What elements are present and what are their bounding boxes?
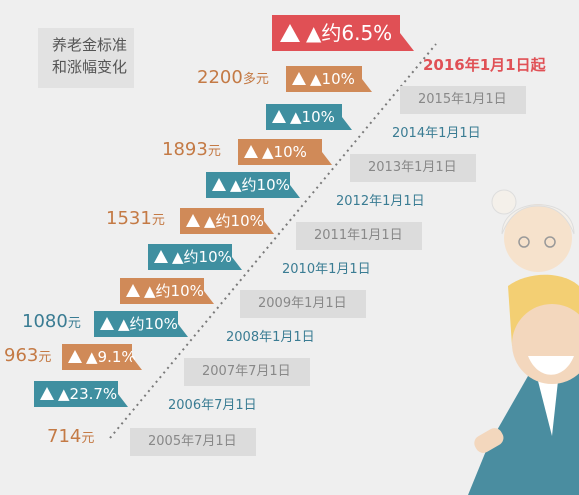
grandpa-collar	[538, 381, 558, 436]
date-2010: 2010年1月1日	[282, 262, 371, 277]
date-2013: 2013年1月1日	[350, 154, 476, 182]
date-2008: 2008年1月1日	[226, 330, 315, 345]
chart-title: 养老金标准 和涨幅变化	[38, 28, 134, 88]
grandpa-jacket	[468, 366, 579, 495]
increase-2014: ▲10%	[266, 104, 352, 130]
date-2006: 2006年7月1日	[168, 398, 257, 413]
amount-963: 963元	[4, 345, 52, 366]
glasses-icon	[544, 236, 556, 248]
increase-2010: ▲约10%	[148, 244, 242, 270]
elderly-couple-illustration	[468, 189, 579, 495]
increase-2008: ▲约10%	[94, 311, 188, 337]
increase-2012: ▲约10%	[206, 172, 300, 198]
grandma-hair	[501, 204, 575, 235]
amount-2200: 2200多元	[197, 67, 269, 88]
grandma-bun	[491, 189, 517, 215]
date-2005: 2005年7月1日	[130, 428, 256, 456]
grandpa-hand	[474, 428, 504, 453]
date-2007: 2007年7月1日	[184, 358, 310, 386]
increase-2013: ▲10%	[238, 139, 332, 165]
increase-2007: ▲9.1%	[62, 344, 142, 370]
amount-1080: 1080元	[22, 311, 81, 332]
increase-2009: ▲约10%	[120, 278, 214, 304]
date-2012: 2012年1月1日	[336, 194, 425, 209]
increase-2015: ▲10%	[286, 66, 372, 92]
start-date-label: 2016年1月1日起	[423, 56, 546, 74]
date-2009: 2009年1月1日	[240, 290, 366, 318]
title-line-2: 和涨幅变化	[52, 58, 128, 76]
increase-2016: ▲约6.5%	[272, 15, 414, 51]
increase-2006: ▲23.7%	[34, 381, 128, 407]
grandma-face	[504, 204, 572, 272]
grandpa-beard	[528, 356, 574, 375]
increase-2011: ▲约10%	[180, 208, 274, 234]
glasses-icon	[518, 236, 530, 248]
date-2015: 2015年1月1日	[400, 86, 526, 114]
amount-1531: 1531元	[106, 208, 165, 229]
amount-714: 714元	[47, 426, 95, 447]
amount-1893: 1893元	[162, 139, 221, 160]
title-line-1: 养老金标准	[52, 36, 128, 54]
date-2014: 2014年1月1日	[392, 126, 481, 141]
date-2011: 2011年1月1日	[296, 222, 422, 250]
